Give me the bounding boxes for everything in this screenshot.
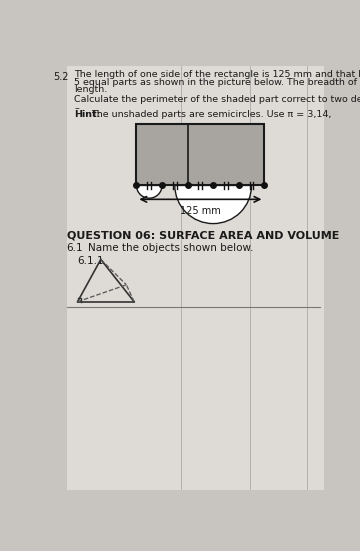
Text: QUESTION 06: SURFACE AREA AND VOLUME: QUESTION 06: SURFACE AREA AND VOLUME (67, 230, 339, 240)
Text: 6.1.1: 6.1.1 (77, 256, 104, 266)
Text: –: – (75, 105, 79, 114)
Text: 6.1: 6.1 (67, 243, 83, 253)
Text: 125 mm: 125 mm (180, 206, 221, 216)
Text: 5.2: 5.2 (53, 72, 68, 82)
Wedge shape (175, 186, 252, 224)
Text: The unshaded parts are semicircles. Use π = 3,14,: The unshaded parts are semicircles. Use … (91, 110, 332, 119)
Wedge shape (136, 186, 162, 198)
Text: 5 equal parts as shown in the picture below. The breadth of the rec: 5 equal parts as shown in the picture be… (75, 78, 360, 87)
Bar (136, 124, 264, 186)
Text: length.: length. (75, 85, 108, 94)
Text: Name the objects shown below.: Name the objects shown below. (87, 243, 253, 253)
Text: The length of one side of the rectangle is 125 mm and that length: The length of one side of the rectangle … (75, 70, 360, 79)
Text: Hint:: Hint: (75, 110, 101, 119)
Text: Calculate the perimeter of the shaded part correct to two decimal: Calculate the perimeter of the shaded pa… (75, 95, 360, 104)
